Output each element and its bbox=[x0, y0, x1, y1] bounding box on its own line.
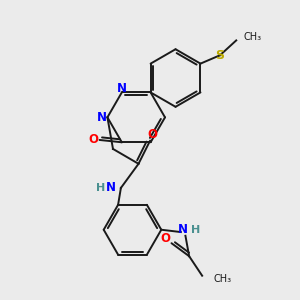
Text: S: S bbox=[215, 49, 224, 62]
Text: N: N bbox=[106, 182, 116, 194]
Text: CH₃: CH₃ bbox=[214, 274, 232, 284]
Text: H: H bbox=[96, 183, 105, 193]
Text: N: N bbox=[178, 223, 188, 236]
Text: N: N bbox=[117, 82, 127, 95]
Text: O: O bbox=[88, 134, 98, 146]
Text: O: O bbox=[147, 128, 157, 141]
Text: N: N bbox=[97, 111, 107, 124]
Text: H: H bbox=[190, 225, 200, 235]
Text: O: O bbox=[160, 232, 170, 245]
Text: CH₃: CH₃ bbox=[243, 32, 261, 42]
